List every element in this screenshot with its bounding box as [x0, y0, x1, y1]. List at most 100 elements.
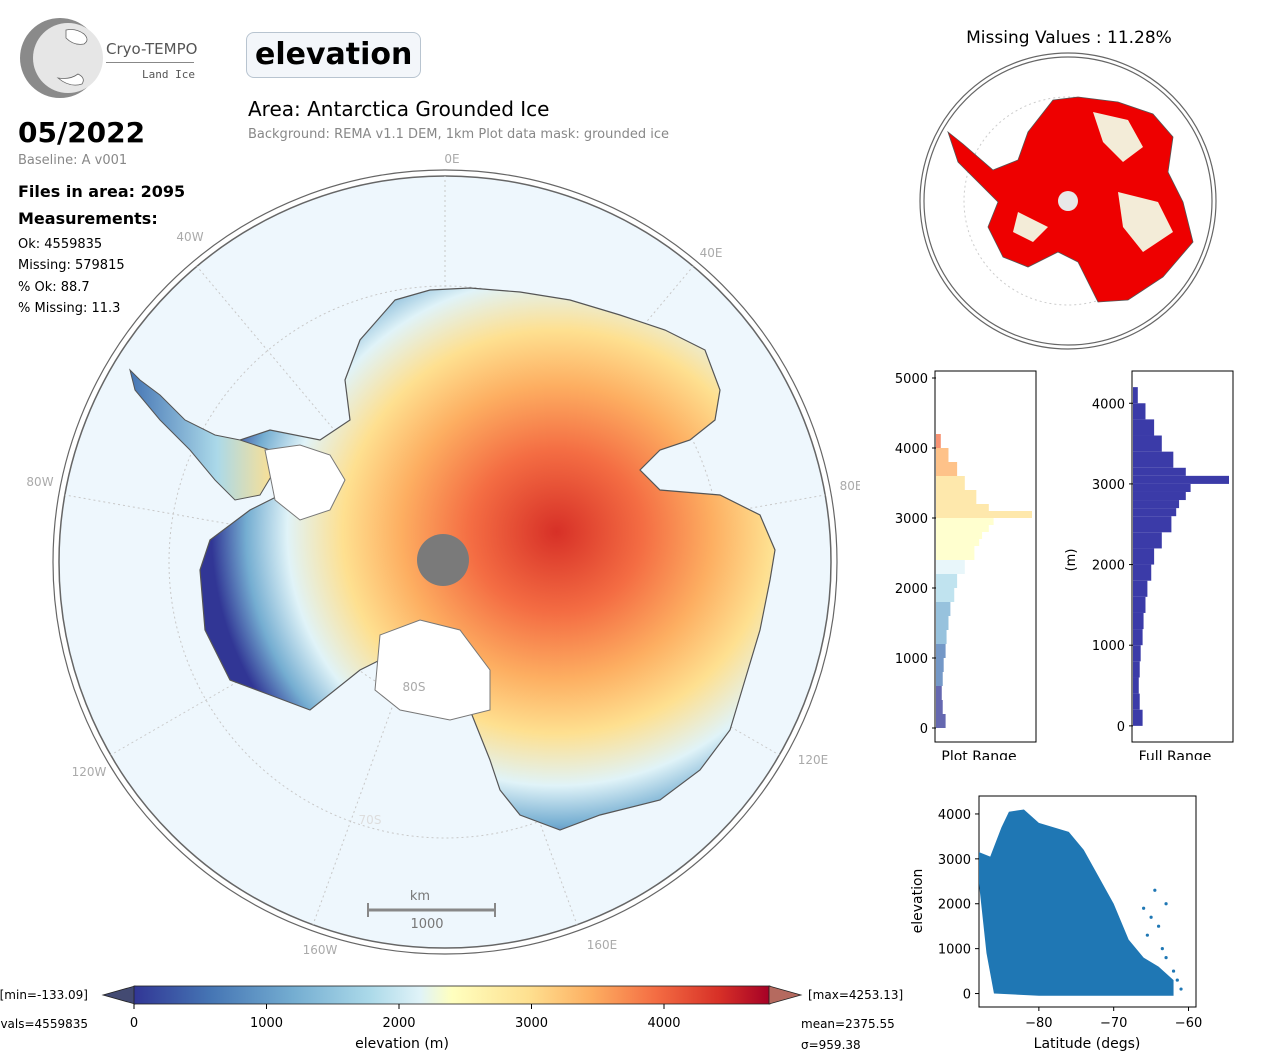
colorbar-label: elevation (m) — [355, 1036, 449, 1052]
hist-bar — [1133, 661, 1140, 678]
hist-bar — [1133, 693, 1140, 710]
hist-tick: 3000 — [895, 512, 928, 527]
lat-label-80s: 80S — [403, 680, 426, 694]
hist-full-range-label: Full Range — [1139, 749, 1212, 760]
hist-bar — [1133, 403, 1146, 420]
hist-bar — [936, 532, 983, 539]
hist-bar — [936, 539, 980, 546]
pole-hole — [417, 534, 469, 586]
hist-bar — [936, 672, 943, 686]
scatter-ytick: 0 — [963, 988, 971, 1003]
hist-bar — [936, 714, 946, 728]
logo-name: Cryo-TEMPO — [106, 40, 198, 58]
hist-bar — [936, 490, 977, 504]
colorbar-tick: 2000 — [382, 1016, 415, 1031]
hist-bar — [936, 462, 958, 476]
area-title: Area: Antarctica Grounded Ice — [248, 97, 550, 121]
hist-bar — [936, 518, 994, 525]
lon-label-160e: 160E — [587, 938, 618, 952]
scatter-xtick: −60 — [1175, 1016, 1202, 1031]
stat-pct-missing: % Missing: 11.3 — [18, 301, 121, 316]
hist-bar — [936, 525, 989, 532]
hist-bar — [936, 616, 949, 630]
colorbar-mean-label: mean=2375.55 — [801, 1017, 895, 1031]
lon-label-0e: 0E — [444, 152, 459, 166]
scatter-point — [1156, 924, 1161, 928]
scatter-point — [1153, 888, 1157, 892]
hist-tick: 2000 — [895, 582, 928, 597]
scale-bar-unit: km — [410, 889, 430, 904]
scatter-ytick: 3000 — [938, 853, 971, 868]
hist-bar — [1133, 475, 1229, 484]
hist-tick: 5000 — [895, 372, 928, 387]
hist-bar — [1133, 491, 1186, 501]
hist-bar — [1133, 508, 1177, 517]
hist-bar — [1133, 548, 1155, 565]
hist-bar — [1133, 580, 1148, 597]
hist-plot-range-label: Plot Range — [941, 749, 1016, 760]
colorbar-tick: 0 — [130, 1016, 138, 1031]
hist-tick: 0 — [1117, 720, 1125, 735]
scatter-point-cloud — [979, 809, 1174, 996]
scatter-xlabel: Latitude (degs) — [1034, 1036, 1141, 1052]
hist-bar — [1133, 500, 1180, 509]
scatter-point — [1171, 969, 1176, 973]
background-note: Background: REMA v1.1 DEM, 1km Plot data… — [248, 127, 669, 142]
hist-bar — [936, 504, 989, 511]
hist-bar — [936, 700, 943, 714]
hist-tick: 4000 — [895, 442, 928, 457]
hist-bar — [1133, 419, 1155, 436]
scatter-xtick: −80 — [1025, 1016, 1052, 1031]
scatter-ylabel: elevation — [910, 869, 926, 934]
hist-bar — [936, 644, 946, 658]
page-title: elevation — [246, 32, 422, 78]
missing-map — [919, 52, 1217, 350]
antarctic-peninsula — [129, 368, 276, 501]
hist-bar — [1133, 709, 1143, 726]
hist-bar — [936, 448, 949, 462]
scatter-point — [1145, 933, 1149, 937]
scatter-point — [1179, 987, 1183, 991]
scatter-point — [1164, 902, 1168, 906]
stat-pct-ok: % Ok: 88.7 — [18, 280, 90, 295]
hist-bar — [1133, 467, 1186, 476]
hist-tick: 3000 — [1092, 478, 1125, 493]
hist-bar — [1133, 516, 1172, 533]
colorbar-tick: 4000 — [647, 1016, 680, 1031]
lon-label-80w: 80W — [26, 475, 53, 489]
scatter-ytick: 2000 — [938, 898, 971, 913]
hist-bar — [1133, 645, 1141, 662]
stat-ok: Ok: 4559835 — [18, 237, 103, 252]
hist-bar — [936, 511, 1032, 518]
measurements-label: Measurements: — [18, 209, 158, 228]
scatter-point — [1142, 906, 1146, 910]
hist-bar — [936, 476, 965, 490]
hist-bar — [936, 630, 947, 644]
hist-bar — [1133, 483, 1191, 492]
lon-label-80e: 80E — [840, 479, 860, 493]
hist-tick: 4000 — [1092, 397, 1125, 412]
lon-label-160w: 160W — [303, 943, 338, 957]
hist-bar — [936, 560, 965, 574]
hist-bar — [936, 434, 941, 448]
missing-map-title: Missing Values : 11.28% — [966, 28, 1172, 48]
scatter-xtick: −70 — [1100, 1016, 1127, 1031]
hist-bar — [936, 602, 951, 616]
scale-bar: km 1000 — [367, 889, 496, 932]
hist-bar — [1133, 564, 1152, 581]
hist-bar — [1133, 596, 1146, 613]
hist-full-range: 0 1000 2000 3000 4000 (m) Full Range — [1064, 370, 1234, 760]
scatter-point — [1175, 978, 1179, 982]
baseline-label: Baseline: A v001 — [18, 153, 128, 168]
hist-full-range-ylabel: (m) — [1064, 549, 1079, 572]
ross-ice-shelf — [374, 619, 491, 721]
lon-label-120e: 120E — [798, 753, 829, 767]
colorbar-tick: 1000 — [250, 1016, 283, 1031]
hist-bar — [1133, 612, 1144, 630]
scatter-plot: −80 −70 −60 0 1000 2000 3000 4000 Latitude (deg… — [910, 795, 1202, 1052]
date-label: 05/2022 — [18, 116, 146, 149]
colorbar-nvals-label: nvals=4559835 — [0, 1017, 88, 1031]
hist-tick: 2000 — [1092, 559, 1125, 574]
hist-bar — [1133, 451, 1174, 468]
main-map: 0E 40E 80E 120E 160E 160W 120W 80W 40W 8… — [26, 152, 860, 957]
